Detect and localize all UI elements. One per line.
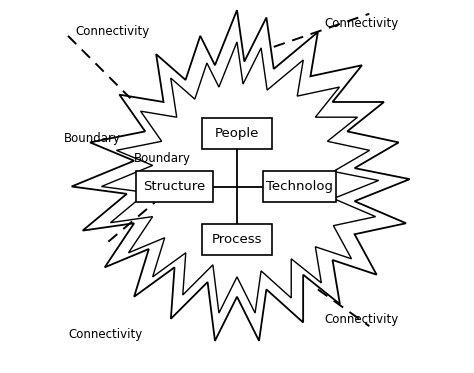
Text: Connectivity: Connectivity (68, 328, 142, 341)
Text: Connectivity: Connectivity (324, 18, 399, 31)
Text: Structure: Structure (144, 180, 206, 193)
FancyBboxPatch shape (136, 171, 213, 202)
Text: Process: Process (212, 233, 262, 246)
Text: Boundary: Boundary (134, 153, 191, 166)
FancyBboxPatch shape (202, 224, 272, 256)
Text: Connectivity: Connectivity (324, 313, 399, 326)
FancyBboxPatch shape (263, 171, 336, 202)
Text: Boundary: Boundary (64, 132, 121, 145)
Text: People: People (215, 127, 259, 140)
Text: Technolog: Technolog (266, 180, 333, 193)
Text: Connectivity: Connectivity (75, 25, 150, 38)
FancyBboxPatch shape (202, 117, 272, 149)
